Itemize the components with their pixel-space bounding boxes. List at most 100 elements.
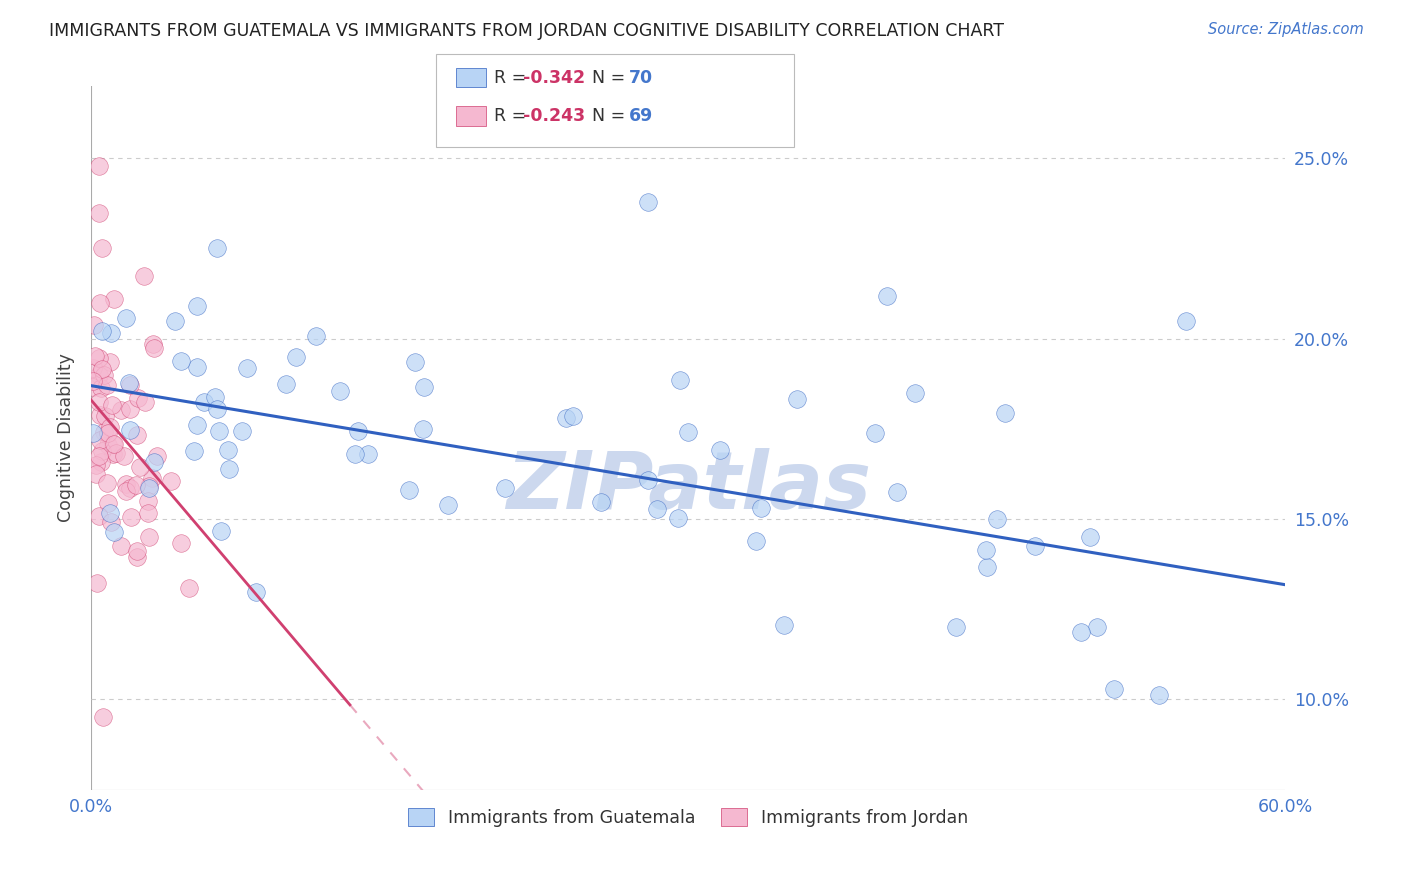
Immigrants from Guatemala: [207, 241, 229, 255]
Text: IMMIGRANTS FROM GUATEMALA VS IMMIGRANTS FROM JORDAN COGNITIVE DISABILITY CORRELA: IMMIGRANTS FROM GUATEMALA VS IMMIGRANTS …: [49, 22, 1004, 40]
Immigrants from Guatemala: [994, 405, 1017, 419]
Immigrants from Jordan: [84, 349, 107, 363]
Immigrants from Guatemala: [186, 417, 208, 432]
Immigrants from Jordan: [90, 381, 112, 395]
Immigrants from Guatemala: [437, 498, 460, 512]
Immigrants from Jordan: [127, 427, 149, 442]
Immigrants from Jordan: [115, 476, 138, 491]
Immigrants from Guatemala: [745, 534, 768, 549]
Immigrants from Guatemala: [645, 502, 668, 516]
Immigrants from Guatemala: [666, 511, 689, 525]
Immigrants from Jordan: [87, 159, 110, 173]
Legend: Immigrants from Guatemala, Immigrants from Jordan: Immigrants from Guatemala, Immigrants fr…: [401, 801, 976, 834]
Immigrants from Jordan: [96, 378, 118, 392]
Immigrants from Jordan: [96, 476, 118, 491]
Immigrants from Guatemala: [678, 425, 700, 439]
Immigrants from Jordan: [83, 318, 105, 332]
Immigrants from Guatemala: [945, 620, 967, 634]
Immigrants from Guatemala: [138, 481, 160, 495]
Immigrants from Jordan: [91, 710, 114, 724]
Immigrants from Jordan: [115, 484, 138, 499]
Immigrants from Jordan: [103, 292, 125, 306]
Immigrants from Guatemala: [245, 585, 267, 599]
Immigrants from Jordan: [118, 377, 141, 392]
Text: R =: R =: [494, 107, 531, 125]
Immigrants from Guatemala: [1104, 682, 1126, 697]
Immigrants from Jordan: [84, 467, 107, 481]
Immigrants from Guatemala: [1024, 539, 1046, 553]
Immigrants from Guatemala: [709, 443, 731, 458]
Immigrants from Jordan: [97, 426, 120, 441]
Immigrants from Jordan: [179, 582, 201, 596]
Immigrants from Guatemala: [170, 354, 193, 368]
Immigrants from Guatemala: [412, 422, 434, 436]
Immigrants from Jordan: [90, 362, 112, 376]
Immigrants from Guatemala: [142, 454, 165, 468]
Immigrants from Jordan: [98, 355, 121, 369]
Immigrants from Jordan: [129, 459, 152, 474]
Immigrants from Jordan: [82, 374, 104, 388]
Immigrants from Guatemala: [886, 484, 908, 499]
Text: 70: 70: [628, 69, 652, 87]
Immigrants from Jordan: [82, 380, 104, 394]
Immigrants from Jordan: [91, 241, 114, 255]
Immigrants from Jordan: [100, 398, 122, 412]
Immigrants from Jordan: [103, 437, 125, 451]
Immigrants from Guatemala: [637, 473, 659, 487]
Immigrants from Jordan: [97, 438, 120, 452]
Immigrants from Guatemala: [398, 483, 420, 498]
Immigrants from Jordan: [97, 496, 120, 510]
Immigrants from Guatemala: [1174, 314, 1197, 328]
Immigrants from Jordan: [120, 509, 142, 524]
Immigrants from Guatemala: [773, 618, 796, 632]
Immigrants from Jordan: [90, 443, 112, 458]
Immigrants from Guatemala: [1147, 688, 1170, 702]
Immigrants from Guatemala: [1070, 624, 1092, 639]
Immigrants from Jordan: [110, 402, 132, 417]
Immigrants from Guatemala: [217, 443, 239, 458]
Immigrants from Guatemala: [786, 392, 808, 406]
Immigrants from Guatemala: [204, 390, 226, 404]
Immigrants from Jordan: [87, 509, 110, 524]
Immigrants from Jordan: [101, 447, 124, 461]
Immigrants from Jordan: [82, 360, 104, 375]
Immigrants from Guatemala: [589, 494, 612, 508]
Immigrants from Guatemala: [561, 409, 583, 423]
Immigrants from Jordan: [89, 368, 111, 383]
Immigrants from Jordan: [160, 474, 183, 488]
Immigrants from Jordan: [138, 494, 160, 508]
Immigrants from Guatemala: [276, 377, 298, 392]
Immigrants from Jordan: [100, 515, 122, 529]
Immigrants from Guatemala: [976, 543, 998, 558]
Immigrants from Guatemala: [236, 360, 259, 375]
Immigrants from Guatemala: [1078, 530, 1101, 544]
Immigrants from Guatemala: [344, 447, 367, 461]
Text: N =: N =: [581, 107, 630, 125]
Immigrants from Guatemala: [208, 424, 231, 438]
Text: -0.342: -0.342: [523, 69, 585, 87]
Immigrants from Jordan: [138, 478, 160, 492]
Immigrants from Jordan: [142, 337, 165, 351]
Immigrants from Guatemala: [986, 512, 1008, 526]
Immigrants from Guatemala: [186, 300, 208, 314]
Immigrants from Guatemala: [329, 384, 352, 398]
Immigrants from Guatemala: [183, 443, 205, 458]
Immigrants from Guatemala: [284, 350, 307, 364]
Immigrants from Jordan: [125, 549, 148, 564]
Immigrants from Guatemala: [118, 376, 141, 391]
Immigrants from Guatemala: [1085, 620, 1108, 634]
Immigrants from Jordan: [125, 544, 148, 558]
Text: ZIPatlas: ZIPatlas: [506, 448, 870, 526]
Immigrants from Guatemala: [186, 359, 208, 374]
Immigrants from Guatemala: [100, 326, 122, 341]
Immigrants from Jordan: [87, 205, 110, 219]
Immigrants from Guatemala: [205, 402, 228, 417]
Immigrants from Jordan: [141, 471, 163, 485]
Immigrants from Guatemala: [555, 411, 578, 425]
Immigrants from Guatemala: [163, 314, 186, 328]
Immigrants from Jordan: [89, 296, 111, 310]
Immigrants from Guatemala: [637, 194, 659, 209]
Immigrants from Jordan: [118, 402, 141, 417]
Immigrants from Guatemala: [98, 506, 121, 520]
Immigrants from Jordan: [138, 530, 160, 544]
